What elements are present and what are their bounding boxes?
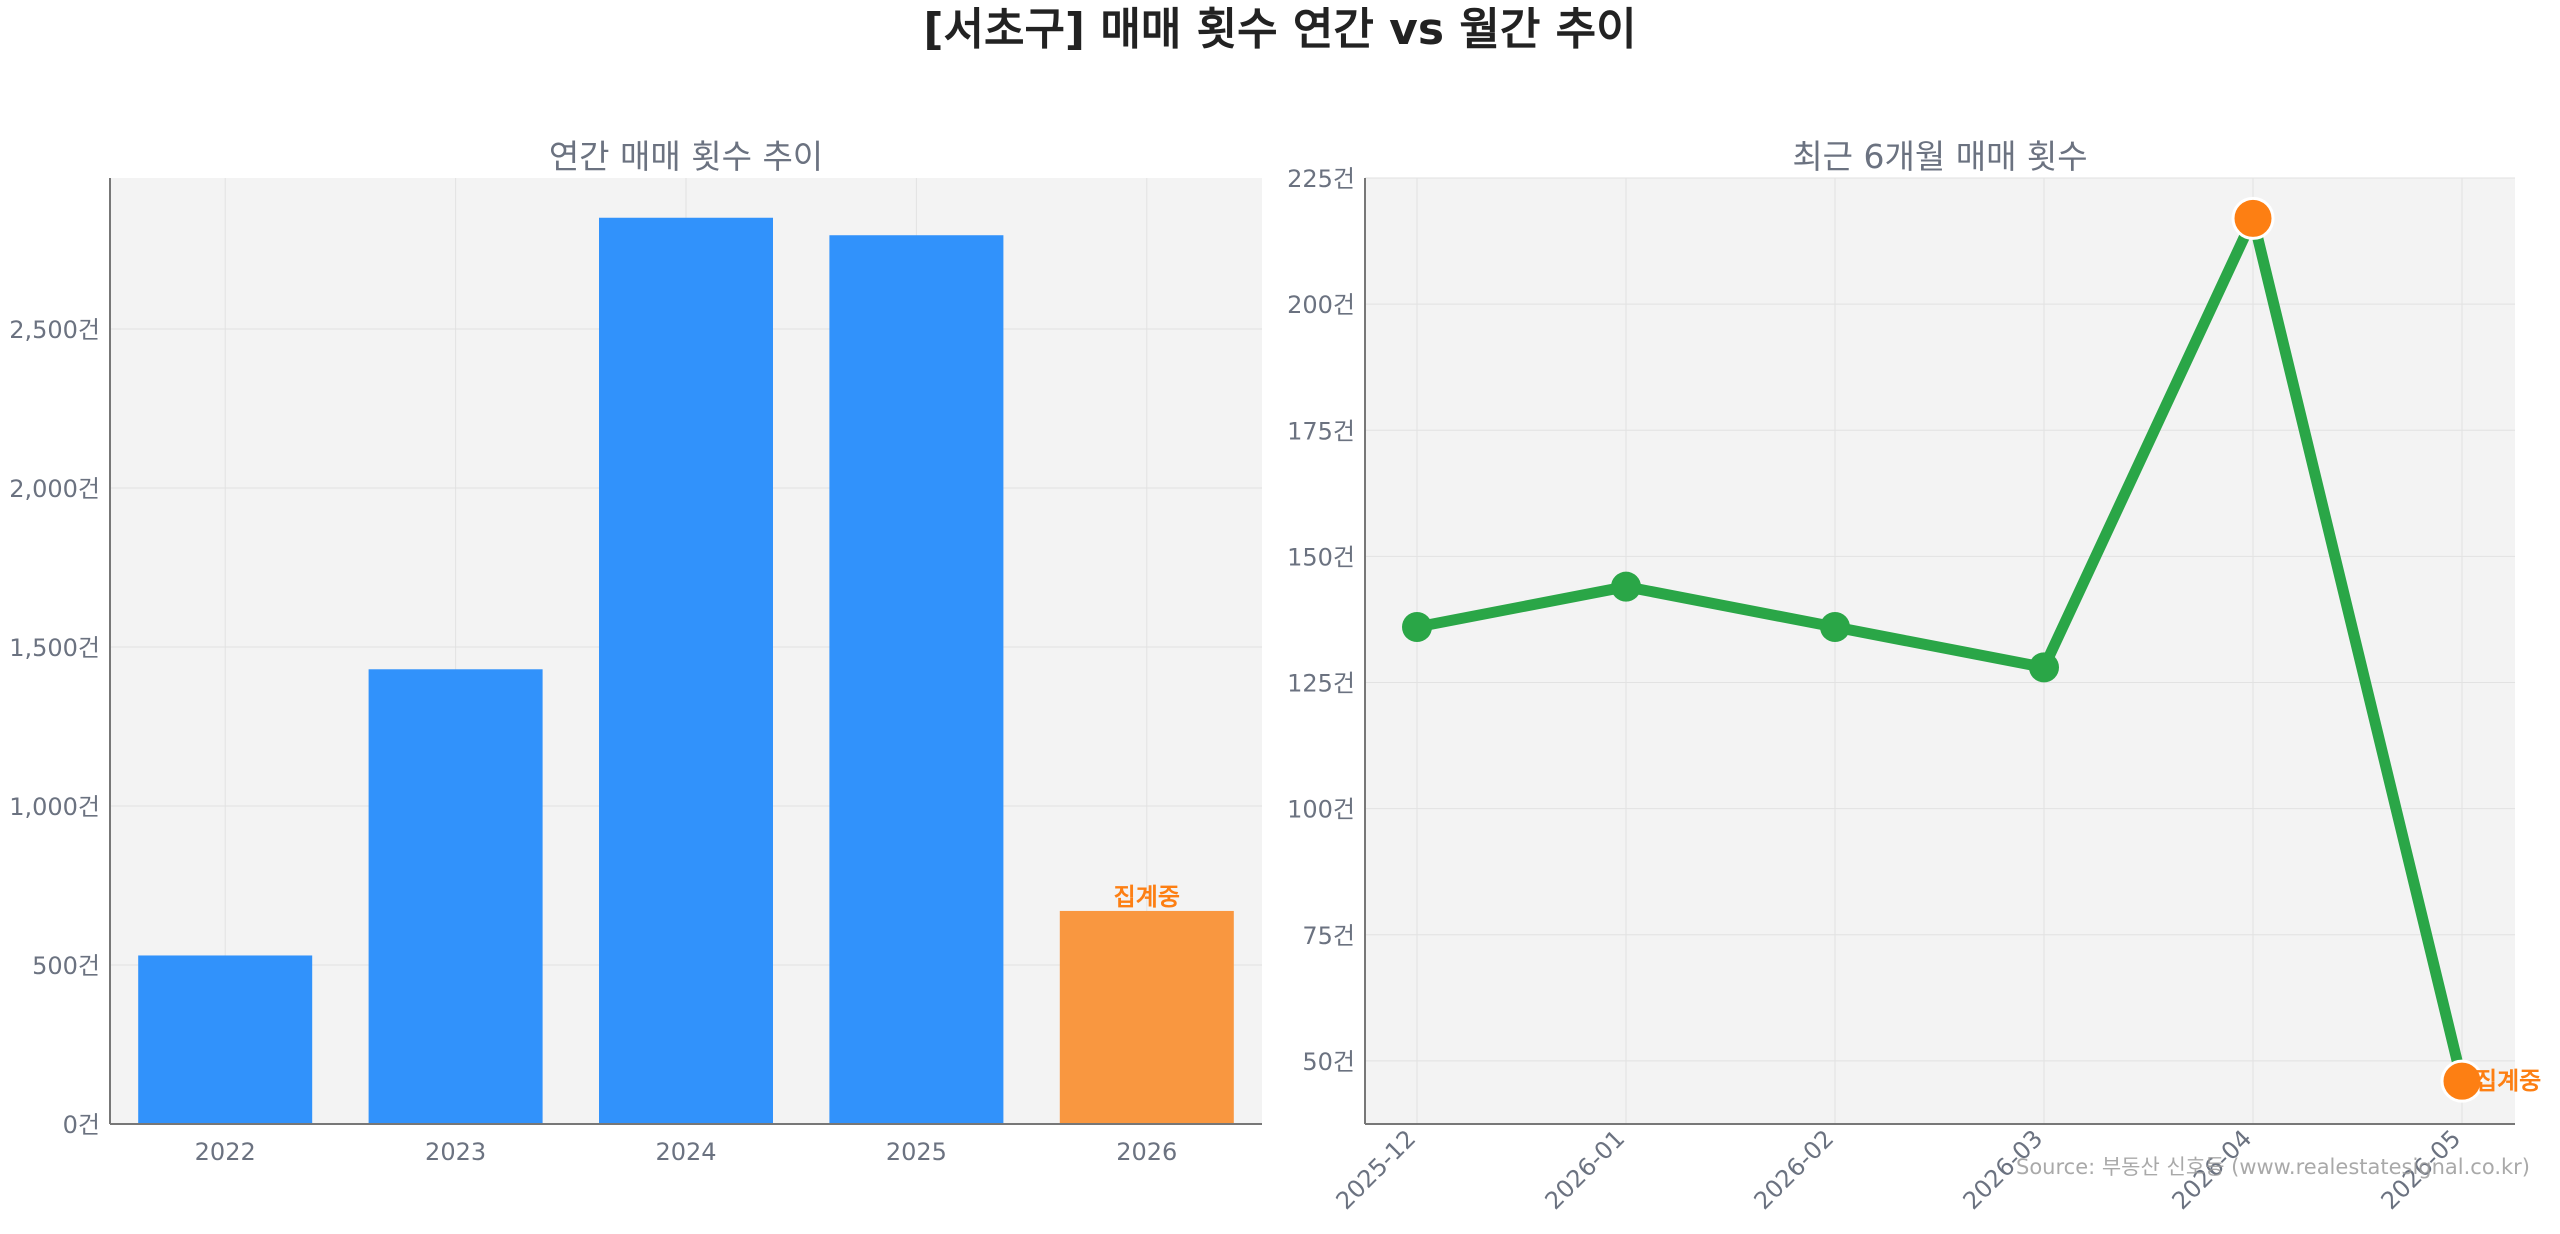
x-tick-label: 2026-02: [1749, 1124, 1840, 1215]
y-tick-label: 500건: [32, 952, 100, 980]
y-tick-label: 150건: [1287, 543, 1355, 571]
data-point-2026-01: [1611, 571, 1641, 602]
bar-2024: [599, 217, 773, 1124]
y-tick-label: 175건: [1287, 417, 1355, 445]
y-tick-label: 2,000건: [9, 475, 100, 503]
data-point-2026-04: [2231, 196, 2275, 240]
y-tick-label: 1,000건: [9, 793, 100, 821]
bar-2025: [829, 235, 1004, 1125]
bar-status-label: 집계중: [1114, 883, 1180, 911]
x-tick-label: 2025-12: [1331, 1124, 1422, 1215]
y-tick-label: 2,500건: [9, 316, 100, 344]
y-tick-label: 75건: [1302, 922, 1355, 950]
x-tick-label: 2023: [425, 1138, 486, 1166]
figure-title: [서초구] 매매 횟수 연간 vs 월간 추이: [923, 4, 1637, 55]
y-tick-label: 200건: [1287, 291, 1355, 319]
y-tick-label: 225건: [1287, 165, 1355, 193]
x-tick-label: 2025: [886, 1138, 947, 1166]
x-tick-label: 2022: [195, 1138, 256, 1166]
y-tick-label: 100건: [1287, 796, 1355, 824]
y-tick-label: 1,500건: [9, 634, 100, 662]
x-tick-label: 2026-01: [1540, 1124, 1631, 1215]
data-point-2026-03: [2029, 652, 2059, 683]
chart-title-monthly: 최근 6개월 매매 횟수: [1792, 137, 2087, 176]
y-tick-label: 0건: [63, 1111, 100, 1139]
series-line: [1411, 212, 2468, 1087]
data-point-2026-02: [1820, 612, 1850, 643]
bar-2022: [138, 955, 313, 1124]
bar-2026: [1059, 910, 1234, 1124]
x-tick-label: 2024: [655, 1138, 716, 1166]
x-tick-label: 2026: [1116, 1138, 1177, 1166]
y-tick-label: 125건: [1287, 670, 1355, 698]
bar-2023: [368, 669, 543, 1124]
point-status-label: 집계중: [2475, 1067, 2541, 1095]
chart-title-annual: 연간 매매 횟수 추이: [549, 137, 823, 176]
y-tick-label: 50건: [1302, 1048, 1355, 1076]
source-watermark: Source: 부동산 신호등 (www.realestatesignal.co…: [2016, 1155, 2530, 1179]
data-point-2026-05: [2440, 1059, 2484, 1103]
data-point-2025-12: [1402, 612, 1432, 643]
